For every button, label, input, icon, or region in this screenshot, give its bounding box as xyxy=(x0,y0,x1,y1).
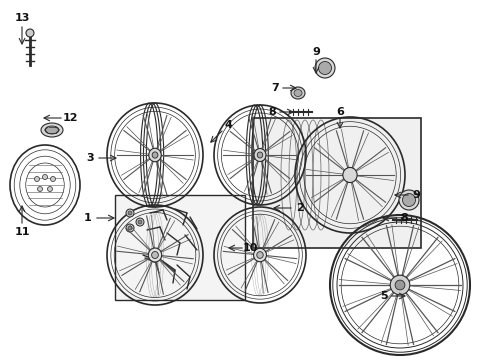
Ellipse shape xyxy=(148,248,162,262)
Text: 3: 3 xyxy=(86,153,94,163)
Ellipse shape xyxy=(126,224,134,232)
Circle shape xyxy=(389,275,409,295)
Ellipse shape xyxy=(138,220,142,224)
Text: 2: 2 xyxy=(296,203,303,213)
Circle shape xyxy=(50,176,55,181)
Ellipse shape xyxy=(314,58,334,78)
Text: 1: 1 xyxy=(84,213,92,223)
Ellipse shape xyxy=(402,194,415,207)
Text: 4: 4 xyxy=(224,120,231,130)
Text: 9: 9 xyxy=(411,190,419,200)
Text: 7: 7 xyxy=(270,83,278,93)
Ellipse shape xyxy=(318,62,331,75)
Circle shape xyxy=(26,29,34,37)
Circle shape xyxy=(47,186,52,192)
Ellipse shape xyxy=(257,152,262,158)
Ellipse shape xyxy=(152,152,158,158)
Circle shape xyxy=(42,175,47,180)
Ellipse shape xyxy=(151,252,158,258)
Ellipse shape xyxy=(342,167,356,183)
Text: 10: 10 xyxy=(242,243,257,253)
Ellipse shape xyxy=(45,126,59,134)
Text: 12: 12 xyxy=(62,113,78,123)
Text: 8: 8 xyxy=(399,213,407,223)
Ellipse shape xyxy=(126,209,134,217)
Text: 11: 11 xyxy=(14,227,30,237)
Bar xyxy=(252,118,420,248)
Ellipse shape xyxy=(256,252,263,258)
Circle shape xyxy=(35,176,40,181)
Text: 8: 8 xyxy=(267,107,275,117)
Ellipse shape xyxy=(398,190,418,210)
Text: 5: 5 xyxy=(379,291,387,301)
Ellipse shape xyxy=(128,226,132,230)
Bar xyxy=(115,195,244,300)
Ellipse shape xyxy=(253,248,266,262)
Circle shape xyxy=(38,186,42,192)
Ellipse shape xyxy=(148,148,161,162)
Ellipse shape xyxy=(253,148,265,162)
Ellipse shape xyxy=(136,218,143,226)
Ellipse shape xyxy=(41,123,63,137)
Ellipse shape xyxy=(128,211,132,215)
Text: 9: 9 xyxy=(311,47,319,57)
Text: 6: 6 xyxy=(335,107,343,117)
Text: 13: 13 xyxy=(14,13,30,23)
Ellipse shape xyxy=(293,90,302,96)
Ellipse shape xyxy=(290,87,305,99)
Circle shape xyxy=(394,280,404,290)
